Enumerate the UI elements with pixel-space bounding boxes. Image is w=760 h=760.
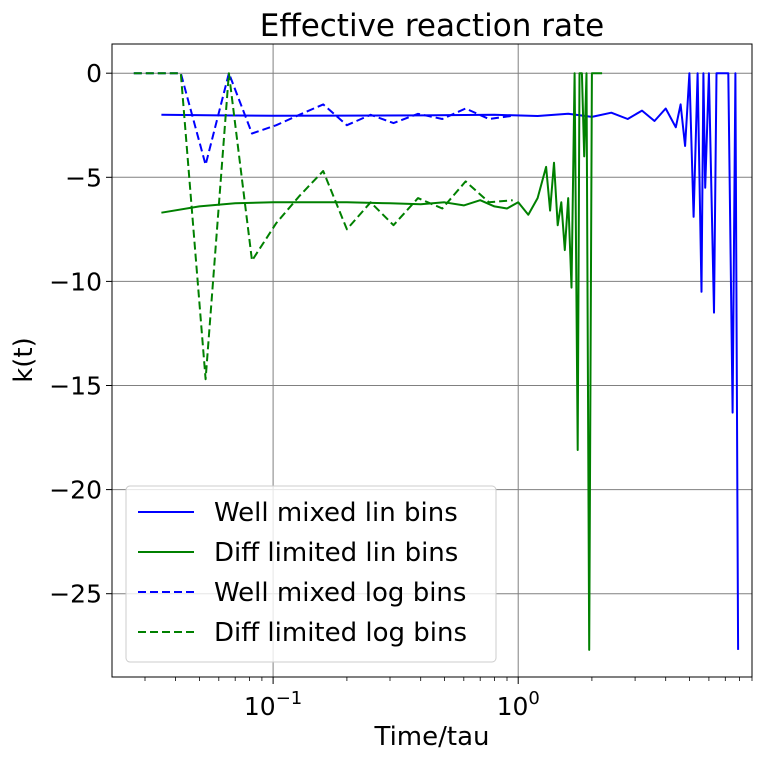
legend-label: Well mixed lin bins [214, 498, 458, 528]
y-tick-label: −15 [49, 372, 102, 401]
y-tick-label: −10 [49, 267, 102, 296]
y-tick-label: −25 [49, 580, 102, 609]
y-tick-label: −20 [49, 476, 102, 505]
legend-frame [125, 485, 497, 663]
legend-label: Diff limited lin bins [214, 538, 458, 568]
series-layer [133, 72, 740, 651]
series-line-4 [133, 72, 513, 381]
x-tick-label: 10−1 [244, 688, 302, 721]
x-axis-label: Time/tau [374, 722, 490, 752]
chart-title: Effective reaction rate [260, 8, 604, 44]
series-line-2 [161, 72, 603, 651]
legend-label: Diff limited log bins [214, 618, 467, 648]
y-tick-label: −5 [65, 163, 102, 192]
legend: Well mixed lin bins Diff limited lin bins… [125, 485, 497, 663]
plot-frame [111, 43, 753, 678]
axes: 0 −5 −10 −15 −20 −25 10−1 100 [49, 59, 753, 721]
x-tick-label: 100 [497, 688, 540, 721]
legend-label: Well mixed log bins [214, 578, 466, 608]
y-tick-label: 0 [86, 59, 102, 88]
y-axis-label: k(t) [9, 337, 39, 383]
series-line-3 [133, 72, 513, 166]
series-line-1 [161, 72, 740, 650]
